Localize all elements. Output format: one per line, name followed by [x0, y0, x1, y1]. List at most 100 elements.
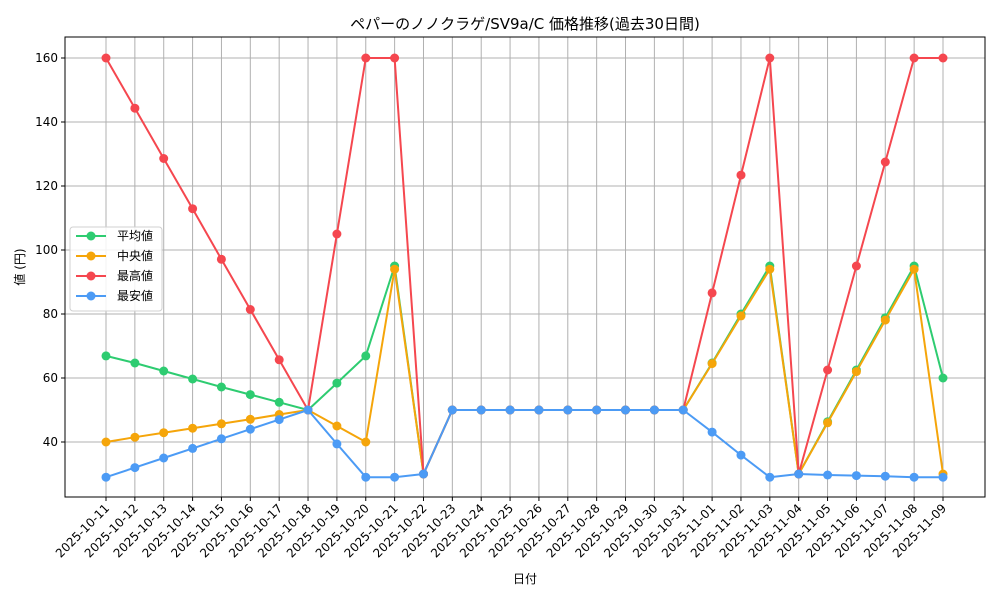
legend-marker-min-icon	[86, 291, 96, 301]
series-1	[101, 264, 948, 479]
plot-frame	[64, 36, 986, 498]
grid-lines	[65, 37, 985, 497]
data-point-marker	[505, 405, 515, 415]
data-point-marker	[332, 378, 342, 388]
legend-marker-median-icon	[86, 251, 96, 261]
legend-item-min: 最安値	[76, 288, 153, 303]
data-point-marker	[101, 351, 111, 361]
data-point-marker	[216, 382, 226, 392]
data-point-marker	[130, 358, 140, 368]
data-point-marker	[736, 450, 746, 460]
data-point-marker	[823, 365, 833, 375]
data-point-marker	[245, 424, 255, 434]
data-point-marker	[159, 154, 169, 163]
data-point-marker	[216, 419, 226, 429]
data-point-marker	[159, 453, 169, 463]
series-line	[105, 57, 943, 475]
data-point-marker	[678, 405, 688, 415]
data-point-marker	[592, 405, 602, 415]
y-tick-label: 160	[35, 51, 58, 65]
data-point-marker	[130, 432, 140, 442]
legend-label-max: 最高値	[117, 268, 153, 283]
data-point-marker	[188, 443, 198, 453]
data-point-marker	[621, 405, 630, 415]
legend-marker-max-icon	[86, 271, 96, 281]
data-point-marker	[765, 472, 775, 482]
series-3	[101, 405, 948, 482]
data-point-marker	[880, 471, 890, 481]
data-point-marker	[909, 472, 919, 482]
data-point-marker	[188, 423, 198, 433]
data-point-marker	[216, 254, 226, 264]
data-point-marker	[130, 463, 140, 473]
data-point-marker	[245, 414, 255, 424]
data-point-marker	[534, 405, 544, 415]
data-point-marker	[130, 103, 140, 113]
data-point-marker	[101, 53, 111, 63]
data-point-marker	[390, 53, 400, 63]
series-line	[105, 409, 943, 479]
data-point-marker	[649, 405, 659, 415]
data-point-marker	[909, 53, 919, 63]
data-point-marker	[361, 351, 371, 361]
data-point-marker	[938, 53, 948, 63]
y-tick-label: 100	[35, 243, 58, 257]
chart-title: ペパーのノノクラゲ/SV9a/C 価格推移(過去30日間)	[350, 15, 700, 33]
data-point-marker	[303, 405, 313, 415]
data-point-marker	[823, 418, 833, 428]
data-point-marker	[332, 439, 342, 449]
data-point-marker	[361, 53, 371, 63]
y-tick-label: 80	[43, 307, 58, 321]
data-point-marker	[159, 428, 169, 438]
data-point-marker	[851, 261, 861, 271]
y-tick-label: 40	[43, 435, 58, 449]
data-point-marker	[765, 53, 775, 63]
data-point-marker	[101, 437, 111, 447]
data-point-marker	[332, 229, 342, 239]
data-point-marker	[101, 472, 111, 482]
data-point-marker	[159, 366, 169, 376]
data-point-marker	[938, 373, 948, 383]
y-tick-label: 140	[35, 115, 58, 129]
data-point-marker	[736, 170, 746, 180]
data-point-marker	[707, 288, 717, 298]
data-point-marker	[390, 472, 400, 482]
legend-label-median: 中央値	[117, 248, 153, 263]
data-point-marker	[880, 157, 890, 167]
data-point-marker	[216, 434, 226, 444]
data-point-marker	[563, 405, 573, 415]
data-point-marker	[765, 264, 775, 274]
data-point-marker	[736, 311, 746, 321]
data-point-marker	[447, 405, 457, 415]
data-point-marker	[909, 264, 919, 274]
legend: 平均値 中央値 最高値 最安値	[69, 226, 163, 312]
y-tick-label: 60	[43, 371, 58, 385]
series-line	[105, 268, 944, 475]
legend-label-average: 平均値	[117, 228, 153, 243]
data-point-marker	[274, 397, 284, 407]
data-point-marker	[794, 469, 804, 479]
legend-box	[69, 226, 163, 312]
legend-item-average: 平均値	[76, 228, 153, 243]
data-point-marker	[361, 437, 371, 447]
data-point-marker	[274, 355, 284, 365]
data-point-marker	[274, 415, 284, 425]
data-point-marker	[390, 264, 400, 274]
data-point-marker	[188, 204, 198, 214]
data-point-marker	[245, 305, 255, 314]
series-0	[101, 261, 948, 479]
data-point-marker	[476, 405, 486, 415]
series-2	[101, 53, 948, 479]
data-point-marker	[707, 427, 717, 437]
series-layer	[101, 53, 948, 482]
y-tick-label: 120	[35, 179, 58, 193]
data-point-marker	[880, 315, 890, 325]
data-point-marker	[707, 359, 717, 369]
data-point-marker	[361, 472, 371, 482]
data-point-marker	[851, 471, 861, 481]
legend-item-max: 最高値	[76, 268, 153, 283]
data-point-marker	[188, 374, 198, 384]
data-point-marker	[332, 421, 342, 431]
